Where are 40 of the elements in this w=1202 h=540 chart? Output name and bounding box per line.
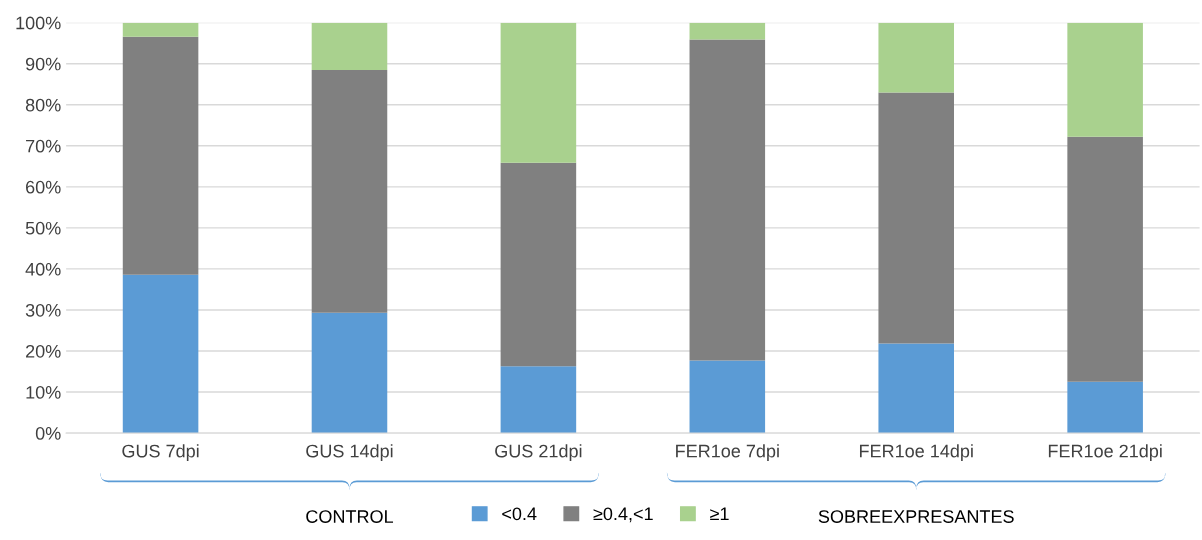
bar xyxy=(1067,136,1143,382)
legend-label: ≥0.4,<1 xyxy=(593,507,653,523)
bar xyxy=(122,274,199,434)
bar xyxy=(689,22,766,40)
x-tick-label: GUS 7dpi xyxy=(122,444,199,462)
y-tick-label: 10% xyxy=(26,385,61,399)
y-tick-label: 60% xyxy=(26,180,61,194)
x-tick-label: GUS 21dpi xyxy=(495,444,582,462)
x-tick-label: FER1oe 7dpi xyxy=(676,444,779,462)
bar xyxy=(122,36,199,275)
y-tick-label: 30% xyxy=(25,303,61,317)
bar xyxy=(500,366,577,434)
bar xyxy=(311,22,388,70)
text: CONTROL xyxy=(306,510,394,523)
y-tick-label: 40% xyxy=(25,262,61,276)
bar xyxy=(500,22,577,163)
bar xyxy=(311,69,388,313)
y-tick-label: 80% xyxy=(25,98,61,112)
x-tick-label: FER1oe 21dpi xyxy=(1048,444,1162,462)
y-tick-label: 50% xyxy=(25,221,61,235)
x-tick-label: GUS 14dpi xyxy=(306,444,393,462)
y-tick-label: 90% xyxy=(25,57,61,71)
bar xyxy=(689,39,766,361)
legend-label: <0.4 xyxy=(502,507,537,521)
y-tick-label: 100% xyxy=(16,16,61,30)
x-tick-label: FER1oe 14dpi xyxy=(859,444,973,462)
y-tick-label: 70% xyxy=(26,139,61,153)
bar xyxy=(311,312,388,434)
bar xyxy=(878,22,955,93)
text: SOBREEXPRESANTES xyxy=(818,510,1014,523)
y-tick-label: 20% xyxy=(26,344,61,358)
bar xyxy=(1067,22,1143,137)
bar xyxy=(1067,381,1143,434)
bar xyxy=(878,343,955,434)
bar xyxy=(122,22,199,37)
bar xyxy=(878,92,955,344)
legend-label: ≥1 xyxy=(710,507,729,520)
y-tick-label: 0% xyxy=(35,427,61,440)
bar xyxy=(500,162,577,367)
bar xyxy=(689,360,766,434)
